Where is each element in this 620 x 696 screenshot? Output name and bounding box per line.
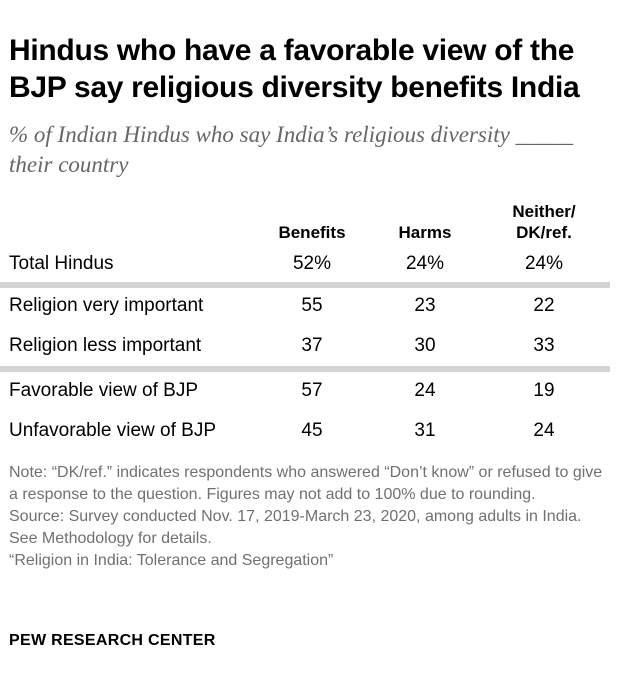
chart-notes: Note: “DK/ref.” indicates respondents wh… [9, 462, 609, 572]
chart-subtitle: % of Indian Hindus who say India’s relig… [9, 122, 574, 177]
cell-neither: 22 [533, 295, 555, 316]
row-separator [0, 366, 610, 372]
table-row-religion-very-important: Religion very important 55 23 22 [0, 286, 620, 326]
cell-harms: 24% [405, 253, 445, 274]
cell-benefits: 52% [292, 253, 332, 274]
cell-harms: 23 [414, 295, 436, 316]
cell-benefits: 57 [301, 380, 323, 401]
row-label: Religion very important [9, 295, 204, 316]
column-header-neither: Neither/ DK/ref. [512, 202, 576, 242]
column-header-harms: Harms [398, 223, 452, 242]
row-label: Favorable view of BJP [9, 380, 199, 401]
cell-neither: 24% [524, 253, 564, 274]
table-row-unfavorable-bjp: Unfavorable view of BJP 45 31 24 [0, 411, 620, 451]
table-row-total-hindus: Total Hindus 52% 24% 24% [0, 244, 620, 284]
cell-neither: 33 [533, 335, 555, 356]
row-label: Unfavorable view of BJP [9, 420, 216, 441]
note-text: Note: “DK/ref.” indicates respondents wh… [9, 464, 603, 503]
report-title: “Religion in India: Tolerance and Segreg… [9, 552, 334, 569]
table-row-religion-less-important: Religion less important 37 30 33 [0, 326, 620, 366]
cell-harms: 31 [414, 420, 436, 441]
source-text: Source: Survey conducted Nov. 17, 2019-M… [9, 508, 582, 547]
cell-neither: 24 [533, 420, 555, 441]
cell-harms: 30 [414, 335, 436, 356]
cell-benefits: 55 [301, 295, 323, 316]
row-label: Religion less important [9, 335, 202, 356]
chart-title: Hindus who have a favorable view of the … [9, 34, 580, 104]
row-separator [0, 282, 610, 288]
brand-logo-text: PEW RESEARCH CENTER [9, 632, 216, 649]
row-label: Total Hindus [9, 253, 114, 274]
column-header-benefits: Benefits [278, 223, 346, 242]
cell-benefits: 45 [301, 420, 323, 441]
cell-benefits: 37 [301, 335, 323, 356]
cell-neither: 19 [533, 380, 555, 401]
table-row-favorable-bjp: Favorable view of BJP 57 24 19 [0, 371, 620, 411]
cell-harms: 24 [414, 380, 436, 401]
